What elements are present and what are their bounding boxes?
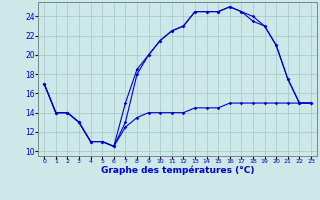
- X-axis label: Graphe des températures (°C): Graphe des températures (°C): [101, 166, 254, 175]
